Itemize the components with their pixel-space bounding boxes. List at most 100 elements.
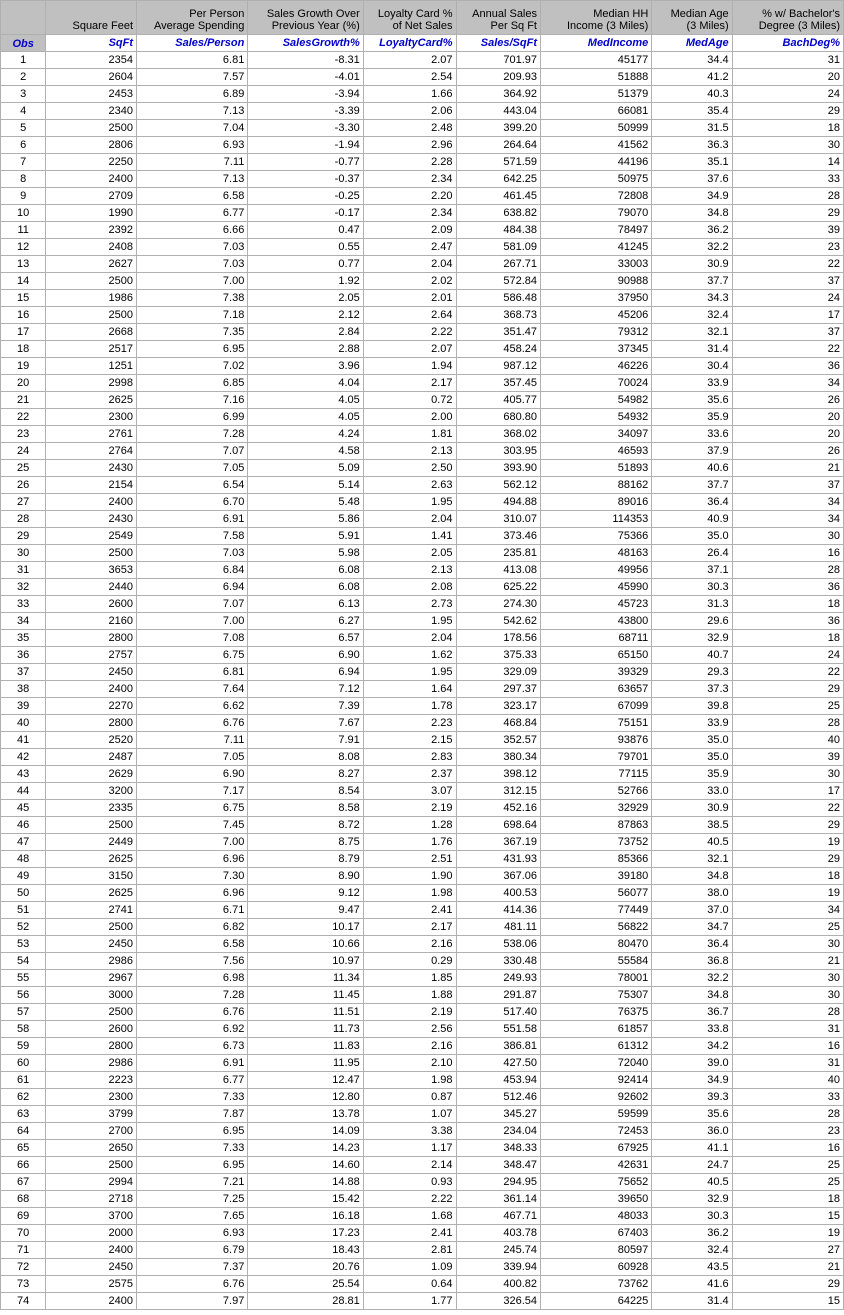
- data-cell: 294.95: [456, 1174, 541, 1191]
- row-number: 47: [1, 834, 46, 851]
- data-cell: 6.66: [137, 222, 248, 239]
- data-cell: 1.09: [363, 1259, 456, 1276]
- data-cell: 77449: [541, 902, 652, 919]
- data-cell: 6.76: [137, 1004, 248, 1021]
- data-cell: 7.00: [137, 834, 248, 851]
- data-cell: 46593: [541, 443, 652, 460]
- data-cell: 56077: [541, 885, 652, 902]
- data-cell: 40.6: [652, 460, 732, 477]
- data-cell: 178.56: [456, 630, 541, 647]
- data-cell: 33: [732, 171, 843, 188]
- data-cell: 6.90: [248, 647, 363, 664]
- table-row: 4028006.767.672.23468.847515133.928: [1, 715, 844, 732]
- data-cell: 2.56: [363, 1021, 456, 1038]
- data-cell: 30.3: [652, 1208, 732, 1225]
- table-row: 423407.13-3.392.06443.046608135.429: [1, 103, 844, 120]
- data-cell: 41245: [541, 239, 652, 256]
- data-cell: 37.0: [652, 902, 732, 919]
- data-cell: 2400: [46, 681, 137, 698]
- data-cell: 68711: [541, 630, 652, 647]
- data-cell: 29.6: [652, 613, 732, 630]
- data-cell: 2549: [46, 528, 137, 545]
- data-cell: 468.84: [456, 715, 541, 732]
- data-cell: 1.85: [363, 970, 456, 987]
- data-cell: 2.13: [363, 562, 456, 579]
- row-number: 61: [1, 1072, 46, 1089]
- data-cell: 2629: [46, 766, 137, 783]
- row-number: 64: [1, 1123, 46, 1140]
- data-cell: 1.94: [363, 358, 456, 375]
- data-cell: 35.1: [652, 154, 732, 171]
- data-cell: 2450: [46, 936, 137, 953]
- data-cell: 6.73: [137, 1038, 248, 1055]
- table-row: 5127416.719.472.41414.367744937.034: [1, 902, 844, 919]
- table-row: 3724506.816.941.95329.093932929.322: [1, 664, 844, 681]
- data-cell: 2967: [46, 970, 137, 987]
- data-cell: 92414: [541, 1072, 652, 1089]
- table-row: 7020006.9317.232.41403.786740336.219: [1, 1225, 844, 1242]
- table-row: 6625006.9514.602.14348.474263124.725: [1, 1157, 844, 1174]
- data-cell: 7.28: [137, 987, 248, 1004]
- data-cell: 79701: [541, 749, 652, 766]
- data-cell: 2757: [46, 647, 137, 664]
- table-row: 2427647.074.582.13303.954659337.926: [1, 443, 844, 460]
- data-cell: 380.34: [456, 749, 541, 766]
- table-row: 5026256.969.121.98400.535607738.019: [1, 885, 844, 902]
- table-row: 6029866.9111.952.10427.507204039.031: [1, 1055, 844, 1072]
- data-cell: 22: [732, 256, 843, 273]
- row-number: 60: [1, 1055, 46, 1072]
- table-row: 6827187.2515.422.22361.143965032.918: [1, 1191, 844, 1208]
- data-cell: 33.0: [652, 783, 732, 800]
- data-cell: 31.5: [652, 120, 732, 137]
- data-cell: 34: [732, 494, 843, 511]
- data-cell: 30: [732, 528, 843, 545]
- data-cell: 67099: [541, 698, 652, 715]
- column-header: Per PersonAverage Spending: [137, 1, 248, 35]
- data-cell: 88162: [541, 477, 652, 494]
- data-cell: 1.90: [363, 868, 456, 885]
- data-cell: 17: [732, 783, 843, 800]
- data-cell: 14.60: [248, 1157, 363, 1174]
- data-cell: 22: [732, 341, 843, 358]
- data-cell: 6.84: [137, 562, 248, 579]
- table-row: 6223007.3312.800.87512.469260239.333: [1, 1089, 844, 1106]
- data-cell: 7.58: [137, 528, 248, 545]
- data-cell: 443.04: [456, 103, 541, 120]
- data-cell: 209.93: [456, 69, 541, 86]
- data-cell: 3000: [46, 987, 137, 1004]
- data-cell: 403.78: [456, 1225, 541, 1242]
- table-row: 7224507.3720.761.09339.946092843.521: [1, 1259, 844, 1276]
- data-cell: 1251: [46, 358, 137, 375]
- data-cell: 6.77: [137, 205, 248, 222]
- data-cell: 7.00: [137, 613, 248, 630]
- data-cell: 2625: [46, 392, 137, 409]
- data-cell: 20.76: [248, 1259, 363, 1276]
- data-cell: 234.04: [456, 1123, 541, 1140]
- data-cell: 367.06: [456, 868, 541, 885]
- data-cell: 40.7: [652, 647, 732, 664]
- data-cell: 2.19: [363, 1004, 456, 1021]
- data-cell: 16.18: [248, 1208, 363, 1225]
- data-cell: 43.5: [652, 1259, 732, 1276]
- data-cell: 2.05: [248, 290, 363, 307]
- data-cell: 89016: [541, 494, 652, 511]
- data-cell: 6.82: [137, 919, 248, 936]
- data-cell: 51893: [541, 460, 652, 477]
- data-cell: 2450: [46, 1259, 137, 1276]
- row-number: 63: [1, 1106, 46, 1123]
- row-number: 20: [1, 375, 46, 392]
- table-row: 226047.57-4.012.54209.935188841.220: [1, 69, 844, 86]
- row-number: 10: [1, 205, 46, 222]
- data-cell: 36.3: [652, 137, 732, 154]
- data-cell: 6.95: [137, 341, 248, 358]
- data-cell: 20: [732, 409, 843, 426]
- data-cell: -0.37: [248, 171, 363, 188]
- data-cell: 92602: [541, 1089, 652, 1106]
- data-cell: 5.86: [248, 511, 363, 528]
- data-cell: 37: [732, 273, 843, 290]
- data-cell: 2520: [46, 732, 137, 749]
- row-number: 18: [1, 341, 46, 358]
- data-cell: 23: [732, 1123, 843, 1140]
- data-cell: 32.4: [652, 1242, 732, 1259]
- data-cell: 22: [732, 800, 843, 817]
